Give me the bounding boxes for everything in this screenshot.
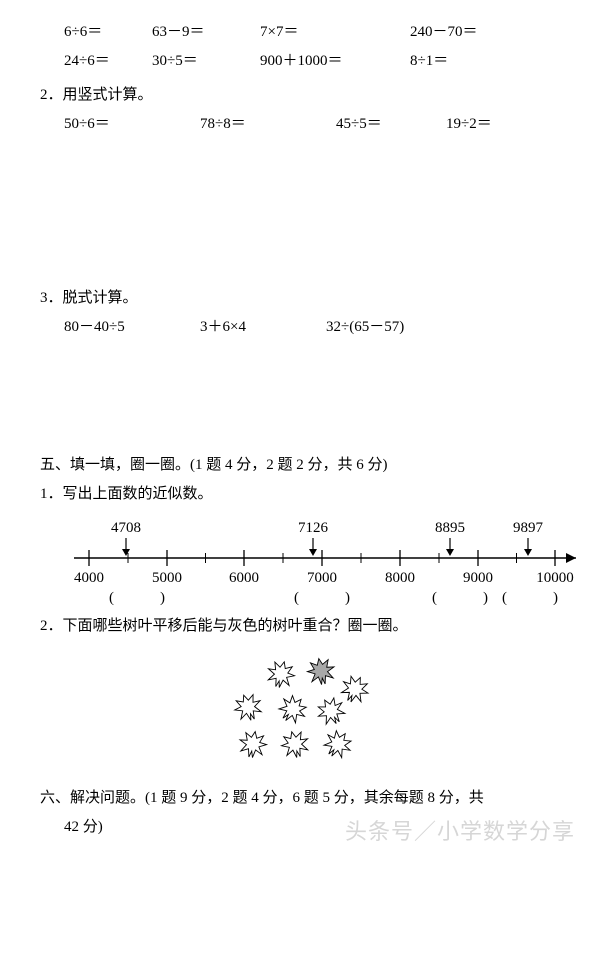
leaves-svg	[193, 649, 403, 764]
eq-cell: 45÷5＝	[336, 110, 446, 139]
svg-text:8000: 8000	[385, 570, 415, 586]
watermark-text: 头条号／小学数学分享	[345, 811, 575, 853]
sec5-q1-label: 1．写出上面数的近似数。	[40, 480, 555, 509]
svg-text:5000: 5000	[152, 570, 182, 586]
svg-text:4708: 4708	[111, 520, 141, 536]
mental-math-row-2: 24÷6＝ 30÷5＝ 900＋1000＝ 8÷1＝	[64, 47, 555, 76]
svg-text:4000: 4000	[74, 570, 104, 586]
svg-text:(: (	[109, 590, 114, 606]
svg-text:): )	[160, 590, 165, 606]
eq-cell: 50÷6＝	[64, 110, 200, 139]
svg-text:): )	[553, 590, 558, 606]
sec5-q2-label: 2．下面哪些树叶平移后能与灰色的树叶重合？圈一圈。	[40, 612, 555, 641]
svg-text:10000: 10000	[536, 570, 574, 586]
number-line: 4000500060007000800090001000047087126889…	[64, 516, 555, 608]
svg-text:(: (	[294, 590, 299, 606]
section-6-heading: 六、解决问题。(1 题 9 分，2 题 4 分，6 题 5 分，其余每题 8 分…	[40, 784, 555, 813]
q2-row: 50÷6＝ 78÷8＝ 45÷5＝ 19÷2＝	[64, 110, 555, 139]
eq-cell: 19÷2＝	[446, 110, 526, 139]
mental-math-row-1: 6÷6＝ 63－9＝ 7×7＝ 240－70＝	[64, 18, 555, 47]
eq-cell: 900＋1000＝	[260, 47, 410, 76]
q2-label: 2．用竖式计算。	[40, 81, 555, 110]
worksheet-page: 6÷6＝ 63－9＝ 7×7＝ 240－70＝ 24÷6＝ 30÷5＝ 900＋…	[0, 0, 595, 861]
svg-text:(: (	[432, 590, 437, 606]
svg-text:6000: 6000	[229, 570, 259, 586]
eq-cell: 24÷6＝	[64, 47, 152, 76]
eq-cell: 7×7＝	[260, 18, 410, 47]
svg-text:7126: 7126	[298, 520, 329, 536]
section-5-heading: 五、填一填，圈一圈。(1 题 4 分，2 题 2 分，共 6 分)	[40, 451, 555, 480]
eq-cell: 80－40÷5	[64, 313, 200, 342]
eq-cell: 30÷5＝	[152, 47, 260, 76]
svg-text:(: (	[502, 590, 507, 606]
svg-text:): )	[483, 590, 488, 606]
eq-cell: 32÷(65－57)	[326, 313, 466, 342]
svg-text:7000: 7000	[307, 570, 337, 586]
svg-text:9000: 9000	[463, 570, 493, 586]
work-space	[40, 138, 555, 278]
eq-cell: 78÷8＝	[200, 110, 336, 139]
eq-cell: 3＋6×4	[200, 313, 326, 342]
eq-cell: 6÷6＝	[64, 18, 152, 47]
eq-cell: 240－70＝	[410, 18, 530, 47]
leaf-cluster	[40, 649, 555, 775]
q3-row: 80－40÷5 3＋6×4 32÷(65－57)	[64, 313, 555, 342]
svg-text:9897: 9897	[513, 520, 544, 536]
number-line-svg: 4000 5000 6000 7000 8000 9000 10000 4708 7126 889…	[64, 516, 584, 608]
eq-cell: 8÷1＝	[410, 47, 530, 76]
q3-label: 3．脱式计算。	[40, 284, 555, 313]
svg-text:): )	[345, 590, 350, 606]
work-space	[40, 341, 555, 451]
eq-cell: 63－9＝	[152, 18, 260, 47]
svg-text:8895: 8895	[435, 520, 465, 536]
